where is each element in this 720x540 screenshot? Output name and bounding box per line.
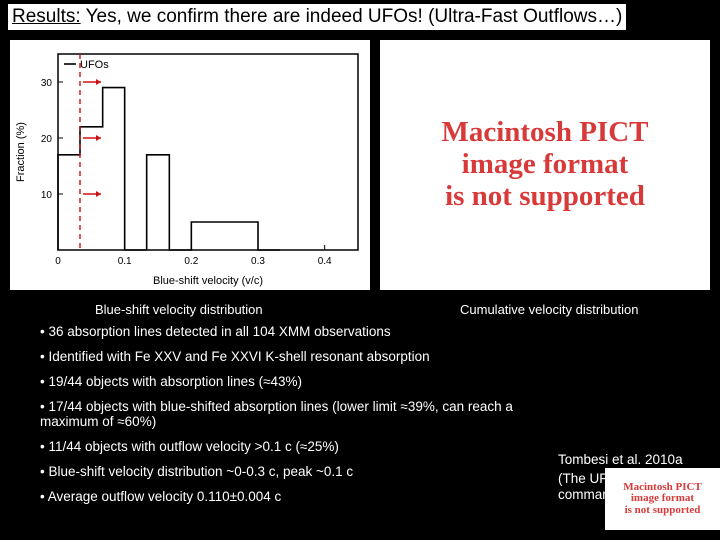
bullet-6: Average outflow velocity 0.110±0.004 c	[40, 489, 540, 504]
placeholder-line3: is not supported	[445, 180, 645, 212]
placeholder2-text: Macintosh PICT image format is not suppo…	[623, 482, 702, 517]
caption-left: Blue-shift velocity distribution	[95, 302, 263, 317]
results-bullets: 36 absorption lines detected in all 104 …	[40, 324, 540, 514]
svg-text:10: 10	[41, 190, 53, 201]
svg-text:Blue-shift velocity (v/c): Blue-shift velocity (v/c)	[153, 275, 263, 287]
svg-text:0.2: 0.2	[184, 256, 198, 267]
caption-right: Cumulative velocity distribution	[460, 302, 638, 317]
bullet-3: 17/44 objects with blue-shifted absorpti…	[40, 399, 540, 429]
bullet-2: 19/44 objects with absorption lines (≈43…	[40, 374, 540, 389]
placeholder-line2: image format	[462, 148, 629, 180]
placeholder-image-right: Macintosh PICT image format is not suppo…	[380, 40, 710, 290]
svg-text:0: 0	[55, 256, 61, 267]
slide-title: Results: Yes, we confirm there are indee…	[8, 4, 626, 31]
bullet-0: 36 absorption lines detected in all 104 …	[40, 324, 540, 339]
svg-text:0.3: 0.3	[251, 256, 265, 267]
title-text: Yes, we confirm there are indeed UFOs! (…	[81, 6, 623, 27]
svg-text:0.4: 0.4	[318, 256, 332, 267]
placeholder-line1: Macintosh PICT	[441, 116, 648, 148]
placeholder-image-small: Macintosh PICT image format is not suppo…	[605, 468, 720, 530]
title-prefix: Results:	[12, 6, 81, 27]
placeholder-text: Macintosh PICT image format is not suppo…	[441, 117, 648, 213]
velocity-histogram: 0 0.1 0.2 0.3 0.4 10 20 30 Blue-shift velocity (…	[10, 40, 370, 290]
bullet-4: 11/44 objects with outflow velocity >0.1…	[40, 439, 540, 454]
svg-text:0.1: 0.1	[118, 256, 132, 267]
bullet-5: Blue-shift velocity distribution ~0-0.3 …	[40, 464, 540, 479]
svg-text:20: 20	[41, 134, 53, 145]
svg-text:UFOs: UFOs	[80, 59, 109, 71]
bullet-1: Identified with Fe XXV and Fe XXVI K-she…	[40, 349, 540, 364]
svg-text:30: 30	[41, 78, 53, 89]
citation-line1: Tombesi et al. 2010a	[558, 452, 708, 468]
svg-text:Fraction (%): Fraction (%)	[15, 122, 27, 182]
histogram-svg: 0 0.1 0.2 0.3 0.4 10 20 30 Blue-shift velocity (…	[10, 40, 370, 290]
